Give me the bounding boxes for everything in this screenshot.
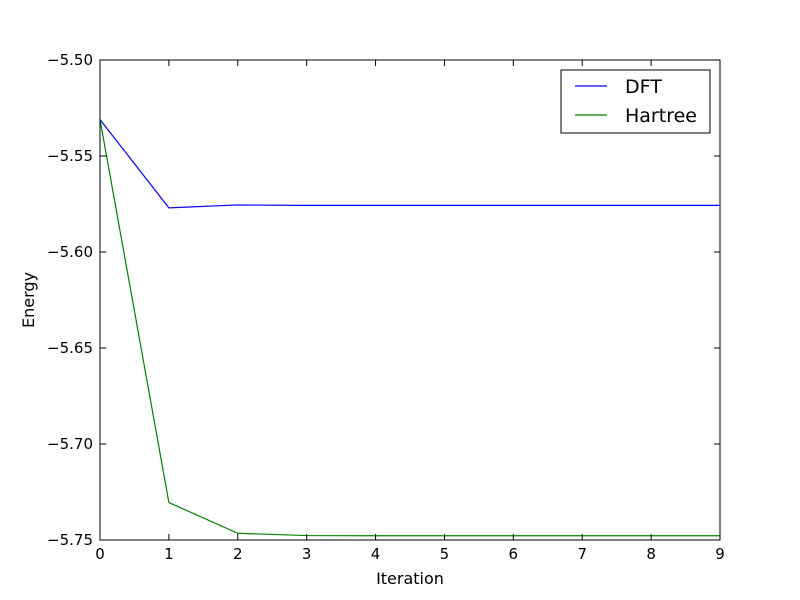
ticks-layer: 0 1 2 3 4 5 6 7 8 9 −5.75 −5.70 −5.65 −5.60 −5.55 −5.50 bbox=[47, 51, 725, 563]
plot-frame bbox=[99, 59, 721, 541]
x-tick-label: 5 bbox=[440, 545, 450, 563]
y-tick-label: −5.65 bbox=[47, 339, 93, 357]
y-tick-label: −5.75 bbox=[47, 531, 93, 549]
x-tick-label: 6 bbox=[509, 545, 519, 563]
x-axis-label: Iteration bbox=[376, 569, 444, 588]
series-layer bbox=[99, 119, 720, 537]
y-tick-label: −5.70 bbox=[47, 435, 93, 453]
x-tick-label: 2 bbox=[233, 545, 243, 563]
y-tick-label: −5.55 bbox=[47, 147, 93, 165]
legend: DFT Hartree bbox=[560, 69, 711, 134]
series-line-hartree bbox=[99, 119, 720, 537]
x-tick-label: 7 bbox=[577, 545, 587, 563]
x-tick-label: 3 bbox=[302, 545, 312, 563]
y-axis-label: Energy bbox=[19, 272, 38, 328]
x-tick-label: 8 bbox=[646, 545, 656, 563]
x-tick-label: 0 bbox=[95, 545, 105, 563]
x-tick-label: 4 bbox=[371, 545, 381, 563]
legend-box bbox=[560, 69, 711, 134]
y-tick-label: −5.60 bbox=[47, 243, 93, 261]
series-line-dft bbox=[99, 119, 720, 209]
legend-label-dft: DFT bbox=[625, 76, 662, 98]
legend-label-hartree: Hartree bbox=[625, 105, 697, 127]
x-tick-label: 1 bbox=[164, 545, 174, 563]
x-tick-label: 9 bbox=[715, 545, 725, 563]
y-tick-label: −5.50 bbox=[47, 51, 93, 69]
